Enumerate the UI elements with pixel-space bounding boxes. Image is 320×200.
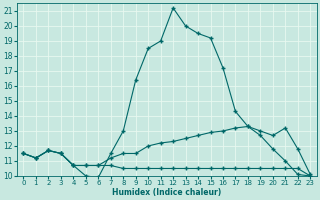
X-axis label: Humidex (Indice chaleur): Humidex (Indice chaleur) (112, 188, 221, 197)
